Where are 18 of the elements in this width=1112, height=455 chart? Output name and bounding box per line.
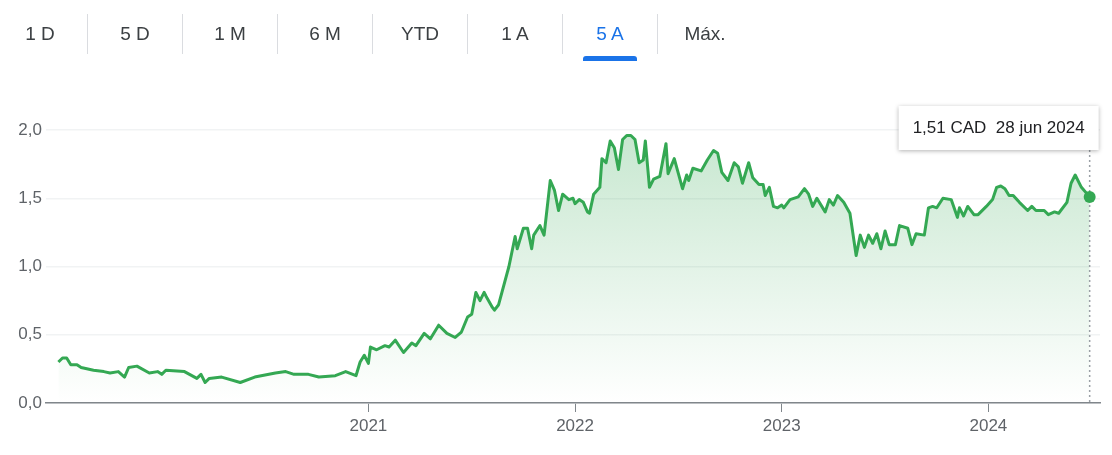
- text: 5 A: [562, 14, 657, 54]
- text: 1 M: [182, 14, 277, 54]
- x-tick-label: 2024: [969, 415, 1008, 435]
- y-tick-label: 1,0: [18, 256, 42, 276]
- y-tick-label: 2,0: [18, 119, 42, 139]
- annotation: 1,51 CAD 28 jun 2024: [912, 117, 1085, 137]
- y-tick-label: 0,0: [18, 392, 42, 412]
- x-tick-label: 2021: [349, 415, 388, 435]
- y-tick-label: 1,5: [18, 187, 42, 207]
- y-tick-label: 0,5: [18, 324, 42, 344]
- text: YTD: [372, 14, 467, 54]
- x-tick-label: 2023: [762, 415, 801, 435]
- text: 6 M: [277, 14, 372, 54]
- text: 1 A: [467, 14, 562, 54]
- text: 5 D: [87, 14, 182, 54]
- text: Máx.: [657, 14, 752, 54]
- x-tick-label: 2022: [556, 415, 594, 435]
- text: 1 D: [24, 22, 56, 46]
